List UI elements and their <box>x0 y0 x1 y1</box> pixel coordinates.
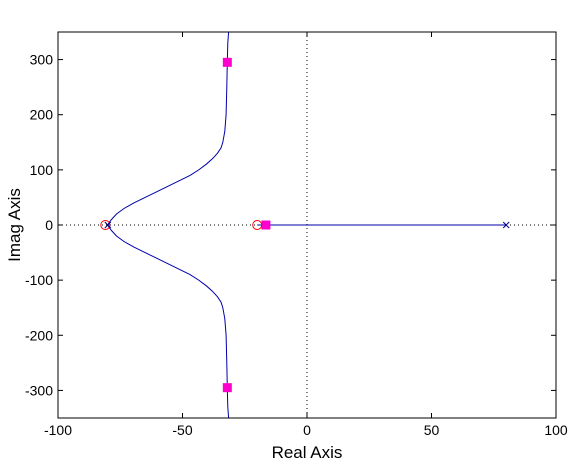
x-tick-label: -50 <box>172 422 192 438</box>
x-tick-label: 50 <box>424 422 440 438</box>
x-tick-label: -100 <box>44 422 72 438</box>
y-tick-label: -300 <box>25 382 53 398</box>
locus-branch-lower <box>107 224 230 419</box>
zero-marker-2 <box>252 220 263 230</box>
locus-branch-upper <box>107 31 230 226</box>
y-tick-label: 300 <box>30 52 54 68</box>
y-tick-label: -100 <box>25 272 53 288</box>
gain-marker-2 <box>222 383 232 393</box>
y-tick-label: 200 <box>30 107 54 123</box>
selected-gain-markers <box>222 57 271 393</box>
zero-marker-1 <box>100 220 111 230</box>
y-axis-ticks: -300 -200 -100 0 100 200 300 <box>25 52 556 398</box>
x-axis-ticks: -100 -50 0 50 100 <box>44 32 568 438</box>
pole-marker-1 <box>104 221 112 229</box>
locus-branches <box>107 31 507 419</box>
gain-marker-1 <box>222 57 232 67</box>
y-tick-label: 0 <box>45 217 53 233</box>
y-tick-label: -200 <box>25 327 53 343</box>
y-axis-label: Imag Axis <box>5 188 24 262</box>
gain-marker-3 <box>261 220 271 230</box>
pole-marker-2 <box>502 221 510 229</box>
x-tick-label: 0 <box>303 422 311 438</box>
zeros <box>100 220 263 230</box>
x-tick-label: 100 <box>544 422 568 438</box>
y-tick-label: 100 <box>30 162 54 178</box>
poles <box>104 221 510 229</box>
x-axis-label: Real Axis <box>272 443 343 462</box>
